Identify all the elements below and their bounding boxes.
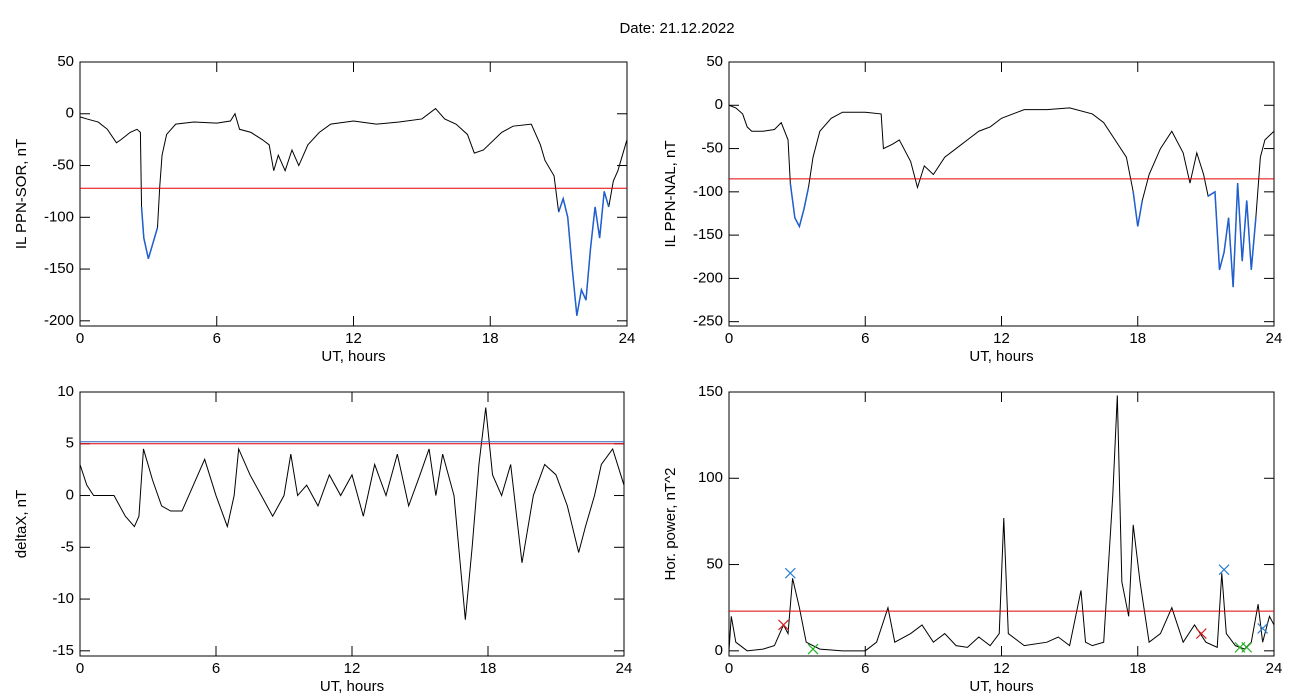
y-tick-label: -200 bbox=[693, 269, 723, 286]
y-axis-label: IL PPN-SOR, nT bbox=[13, 139, 30, 249]
data-line bbox=[728, 104, 1275, 288]
below-threshold-line bbox=[557, 191, 610, 316]
plot-frame bbox=[728, 61, 1275, 327]
y-tick-label: 5 bbox=[66, 435, 74, 452]
y-tick-label: -10 bbox=[52, 590, 74, 607]
x-tick-label: 24 bbox=[616, 660, 633, 677]
peak-marker bbox=[778, 619, 789, 631]
x-tick-label: 12 bbox=[993, 330, 1010, 347]
y-tick-label: 10 bbox=[57, 383, 74, 400]
x-tick-label: 0 bbox=[76, 660, 84, 677]
plot-frame bbox=[728, 391, 1275, 657]
x-tick-label: 24 bbox=[1266, 330, 1283, 347]
x-axis-label: UT, hours bbox=[969, 678, 1033, 695]
y-tick-label: -100 bbox=[44, 208, 74, 225]
below-threshold-line bbox=[789, 183, 810, 229]
x-tick-label: 12 bbox=[345, 330, 362, 347]
y-tick-label: 100 bbox=[698, 469, 723, 486]
y-tick-label: -200 bbox=[44, 312, 74, 329]
peak-marker bbox=[1218, 564, 1230, 576]
x-tick-label: 6 bbox=[861, 660, 869, 677]
x-tick-label: 6 bbox=[213, 330, 221, 347]
y-tick-label: 50 bbox=[706, 53, 723, 70]
y-tick-label: -50 bbox=[701, 140, 723, 157]
y-tick-label: 0 bbox=[66, 105, 74, 122]
below-threshold-line bbox=[1132, 191, 1144, 227]
y-tick-label: 0 bbox=[715, 96, 723, 113]
y-tick-label: -15 bbox=[52, 642, 74, 659]
x-tick-label: 24 bbox=[619, 330, 636, 347]
x-tick-label: 6 bbox=[212, 660, 220, 677]
y-tick-label: -5 bbox=[61, 538, 74, 555]
x-tick-label: 0 bbox=[725, 660, 733, 677]
peak-marker bbox=[1241, 641, 1253, 653]
data-line bbox=[79, 407, 625, 620]
y-tick-label: -150 bbox=[44, 260, 74, 277]
peak-marker bbox=[807, 643, 819, 655]
x-tick-label: 18 bbox=[480, 660, 497, 677]
figure-title: Date: 21.12.2022 bbox=[619, 20, 734, 37]
x-axis-label: UT, hours bbox=[969, 348, 1033, 365]
x-tick-label: 24 bbox=[1266, 660, 1283, 677]
y-tick-label: -100 bbox=[693, 183, 723, 200]
below-threshold-line bbox=[1207, 183, 1257, 288]
y-axis-label: deltaX, nT bbox=[13, 490, 30, 558]
y-tick-label: -150 bbox=[693, 226, 723, 243]
x-axis-label: UT, hours bbox=[320, 678, 384, 695]
y-tick-label: -250 bbox=[693, 313, 723, 330]
y-tick-label: 150 bbox=[698, 383, 723, 400]
peak-marker bbox=[1257, 622, 1269, 634]
peak-marker bbox=[1195, 628, 1207, 639]
y-axis-label: Hor. power, nT^2 bbox=[662, 468, 679, 581]
y-tick-label: 0 bbox=[715, 642, 723, 659]
below-threshold-line bbox=[140, 206, 159, 259]
data-line bbox=[79, 107, 628, 316]
x-tick-label: 18 bbox=[1129, 660, 1146, 677]
peak-marker bbox=[784, 567, 796, 579]
x-axis-label: UT, hours bbox=[321, 348, 385, 365]
x-tick-label: 18 bbox=[482, 330, 499, 347]
y-tick-label: 50 bbox=[706, 556, 723, 573]
plot-frame bbox=[79, 61, 628, 327]
y-tick-label: -50 bbox=[52, 156, 74, 173]
y-tick-label: 50 bbox=[57, 53, 74, 70]
x-tick-label: 12 bbox=[993, 660, 1010, 677]
x-tick-label: 6 bbox=[861, 330, 869, 347]
plot-frame bbox=[79, 391, 625, 657]
y-tick-label: 0 bbox=[66, 486, 74, 503]
y-axis-label: IL PPN-NAL, nT bbox=[662, 141, 679, 248]
x-tick-label: 0 bbox=[725, 330, 733, 347]
data-line bbox=[728, 395, 1275, 652]
x-tick-label: 12 bbox=[344, 660, 361, 677]
x-tick-label: 0 bbox=[76, 330, 84, 347]
x-tick-label: 18 bbox=[1129, 330, 1146, 347]
